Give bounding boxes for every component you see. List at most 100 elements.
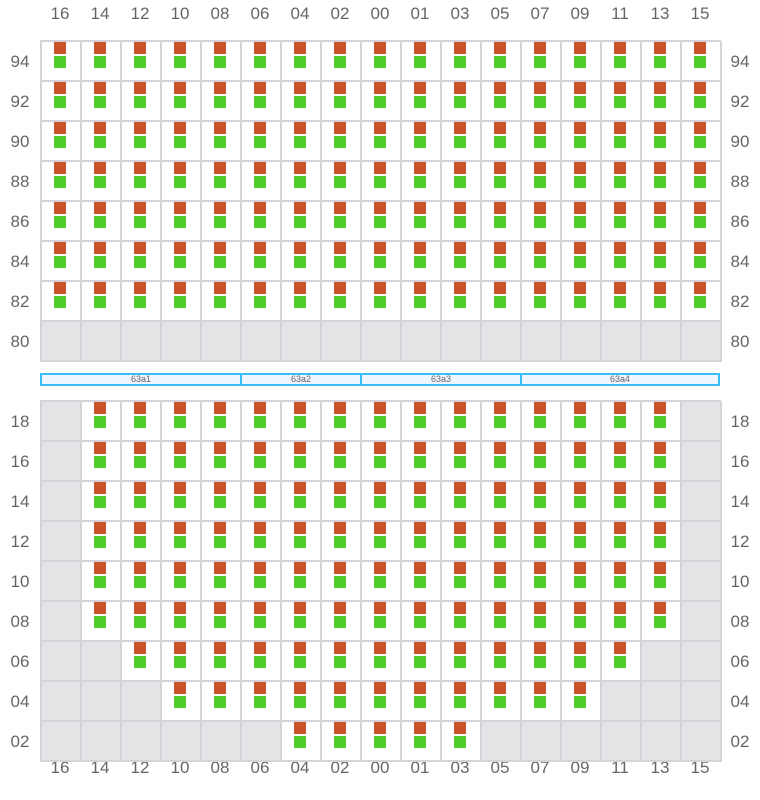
slot-occupied[interactable]	[202, 42, 242, 82]
slot-occupied[interactable]	[402, 402, 442, 442]
slot-occupied[interactable]	[282, 122, 322, 162]
slot-occupied[interactable]	[122, 402, 162, 442]
slot-occupied[interactable]	[642, 162, 682, 202]
slot-occupied[interactable]	[482, 242, 522, 282]
slot-occupied[interactable]	[442, 82, 482, 122]
slot-occupied[interactable]	[282, 602, 322, 642]
slot-occupied[interactable]	[242, 522, 282, 562]
slot-occupied[interactable]	[42, 202, 82, 242]
slot-occupied[interactable]	[162, 42, 202, 82]
slot-occupied[interactable]	[202, 642, 242, 682]
slot-occupied[interactable]	[282, 722, 322, 762]
slot-occupied[interactable]	[162, 522, 202, 562]
slot-occupied[interactable]	[122, 42, 162, 82]
slot-occupied[interactable]	[562, 242, 602, 282]
slot-occupied[interactable]	[322, 602, 362, 642]
slot-occupied[interactable]	[362, 602, 402, 642]
slot-occupied[interactable]	[522, 642, 562, 682]
slot-occupied[interactable]	[602, 482, 642, 522]
slot-occupied[interactable]	[562, 522, 602, 562]
slot-occupied[interactable]	[242, 562, 282, 602]
slot-occupied[interactable]	[482, 122, 522, 162]
slot-occupied[interactable]	[202, 162, 242, 202]
slot-occupied[interactable]	[402, 642, 442, 682]
slot-occupied[interactable]	[562, 82, 602, 122]
slot-occupied[interactable]	[82, 522, 122, 562]
slot-occupied[interactable]	[562, 602, 602, 642]
slot-occupied[interactable]	[442, 602, 482, 642]
slot-occupied[interactable]	[282, 42, 322, 82]
slot-occupied[interactable]	[162, 242, 202, 282]
slot-occupied[interactable]	[242, 282, 282, 322]
slot-occupied[interactable]	[642, 122, 682, 162]
slot-occupied[interactable]	[602, 602, 642, 642]
slot-occupied[interactable]	[42, 42, 82, 82]
slot-occupied[interactable]	[82, 402, 122, 442]
slot-occupied[interactable]	[522, 602, 562, 642]
slot-occupied[interactable]	[442, 202, 482, 242]
slot-occupied[interactable]	[642, 202, 682, 242]
slot-occupied[interactable]	[202, 442, 242, 482]
slot-occupied[interactable]	[162, 162, 202, 202]
slot-occupied[interactable]	[362, 402, 402, 442]
slot-occupied[interactable]	[482, 402, 522, 442]
slot-occupied[interactable]	[162, 82, 202, 122]
slot-occupied[interactable]	[482, 202, 522, 242]
slot-occupied[interactable]	[482, 642, 522, 682]
slot-occupied[interactable]	[442, 642, 482, 682]
slot-occupied[interactable]	[402, 722, 442, 762]
slot-occupied[interactable]	[82, 122, 122, 162]
slot-occupied[interactable]	[442, 562, 482, 602]
slot-occupied[interactable]	[242, 682, 282, 722]
slot-occupied[interactable]	[682, 282, 722, 322]
slot-occupied[interactable]	[122, 202, 162, 242]
slot-occupied[interactable]	[282, 202, 322, 242]
slot-occupied[interactable]	[402, 682, 442, 722]
slot-occupied[interactable]	[402, 602, 442, 642]
slot-occupied[interactable]	[122, 122, 162, 162]
slot-occupied[interactable]	[122, 162, 162, 202]
slot-occupied[interactable]	[362, 82, 402, 122]
slot-occupied[interactable]	[362, 162, 402, 202]
slot-occupied[interactable]	[602, 282, 642, 322]
slot-occupied[interactable]	[202, 242, 242, 282]
slot-occupied[interactable]	[322, 682, 362, 722]
slot-occupied[interactable]	[122, 82, 162, 122]
slot-occupied[interactable]	[322, 482, 362, 522]
slot-occupied[interactable]	[562, 482, 602, 522]
slot-occupied[interactable]	[362, 42, 402, 82]
slot-occupied[interactable]	[122, 522, 162, 562]
slot-occupied[interactable]	[442, 442, 482, 482]
slot-occupied[interactable]	[402, 482, 442, 522]
slot-occupied[interactable]	[482, 82, 522, 122]
slot-occupied[interactable]	[362, 482, 402, 522]
slot-occupied[interactable]	[522, 522, 562, 562]
slot-occupied[interactable]	[322, 562, 362, 602]
slot-occupied[interactable]	[322, 442, 362, 482]
slot-occupied[interactable]	[442, 522, 482, 562]
slot-occupied[interactable]	[42, 82, 82, 122]
zone-segment[interactable]: 63a2	[240, 373, 362, 386]
slot-occupied[interactable]	[362, 722, 402, 762]
slot-occupied[interactable]	[362, 202, 402, 242]
slot-occupied[interactable]	[402, 42, 442, 82]
slot-occupied[interactable]	[162, 482, 202, 522]
slot-occupied[interactable]	[162, 642, 202, 682]
slot-occupied[interactable]	[642, 82, 682, 122]
slot-occupied[interactable]	[362, 682, 402, 722]
slot-occupied[interactable]	[282, 242, 322, 282]
slot-occupied[interactable]	[282, 522, 322, 562]
slot-occupied[interactable]	[522, 242, 562, 282]
slot-occupied[interactable]	[442, 482, 482, 522]
slot-occupied[interactable]	[522, 42, 562, 82]
slot-occupied[interactable]	[282, 162, 322, 202]
slot-occupied[interactable]	[362, 242, 402, 282]
slot-occupied[interactable]	[82, 602, 122, 642]
slot-occupied[interactable]	[562, 402, 602, 442]
slot-occupied[interactable]	[282, 282, 322, 322]
slot-occupied[interactable]	[682, 202, 722, 242]
slot-occupied[interactable]	[642, 602, 682, 642]
slot-occupied[interactable]	[602, 562, 642, 602]
slot-occupied[interactable]	[202, 482, 242, 522]
slot-occupied[interactable]	[442, 122, 482, 162]
